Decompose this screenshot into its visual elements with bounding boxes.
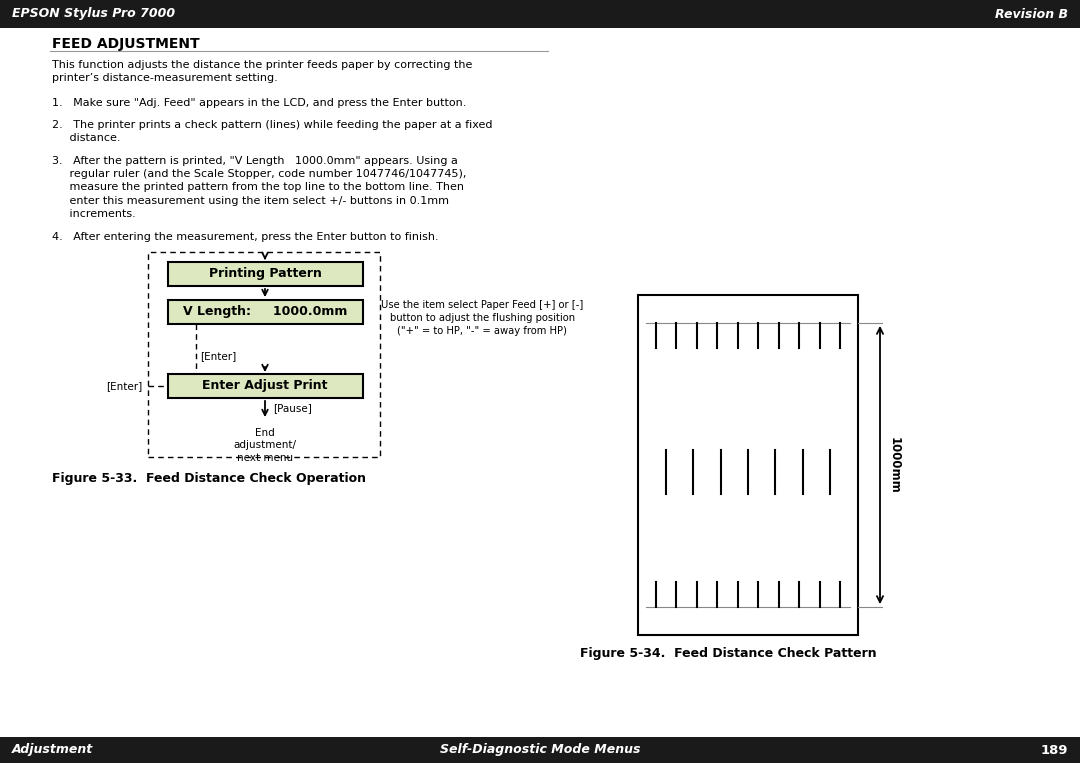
Text: Adjustment: Adjustment xyxy=(12,743,93,756)
Text: Revision B: Revision B xyxy=(995,8,1068,21)
Text: 189: 189 xyxy=(1040,743,1068,756)
Bar xyxy=(0,0,1080,28)
Text: EPSON Stylus Pro 7000: EPSON Stylus Pro 7000 xyxy=(12,8,175,21)
Text: [Enter]: [Enter] xyxy=(200,351,237,361)
Text: 4.   After entering the measurement, press the Enter button to finish.: 4. After entering the measurement, press… xyxy=(52,232,438,242)
Bar xyxy=(148,252,380,457)
Text: Figure 5-33.  Feed Distance Check Operation: Figure 5-33. Feed Distance Check Operati… xyxy=(52,472,366,485)
Bar xyxy=(638,295,858,635)
Text: [Enter]: [Enter] xyxy=(106,381,141,391)
Text: Figure 5-34.  Feed Distance Check Pattern: Figure 5-34. Feed Distance Check Pattern xyxy=(580,647,876,660)
Text: FEED ADJUSTMENT: FEED ADJUSTMENT xyxy=(52,37,200,51)
Text: Self-Diagnostic Mode Menus: Self-Diagnostic Mode Menus xyxy=(440,743,640,756)
Bar xyxy=(168,262,363,286)
Text: 1.   Make sure "Adj. Feed" appears in the LCD, and press the Enter button.: 1. Make sure "Adj. Feed" appears in the … xyxy=(52,98,467,108)
Text: 3.   After the pattern is printed, "V Length   1000.0mm" appears. Using a
     r: 3. After the pattern is printed, "V Leng… xyxy=(52,156,467,219)
Text: Use the item select Paper Feed [+] or [-]
button to adjust the flushing position: Use the item select Paper Feed [+] or [-… xyxy=(381,300,583,336)
Text: Enter Adjust Print: Enter Adjust Print xyxy=(202,379,327,392)
Text: End
adjustment/
next menu: End adjustment/ next menu xyxy=(233,428,297,463)
Text: Printing Pattern: Printing Pattern xyxy=(208,268,322,281)
Text: 1000mm: 1000mm xyxy=(888,436,901,494)
Text: [Pause]: [Pause] xyxy=(273,403,312,413)
Text: V Length:     1000.0mm: V Length: 1000.0mm xyxy=(183,305,347,318)
Bar xyxy=(0,737,1080,763)
Text: This function adjusts the distance the printer feeds paper by correcting the
pri: This function adjusts the distance the p… xyxy=(52,60,472,83)
Bar xyxy=(168,374,363,398)
Bar xyxy=(168,300,363,324)
Text: 2.   The printer prints a check pattern (lines) while feeding the paper at a fix: 2. The printer prints a check pattern (l… xyxy=(52,120,492,143)
